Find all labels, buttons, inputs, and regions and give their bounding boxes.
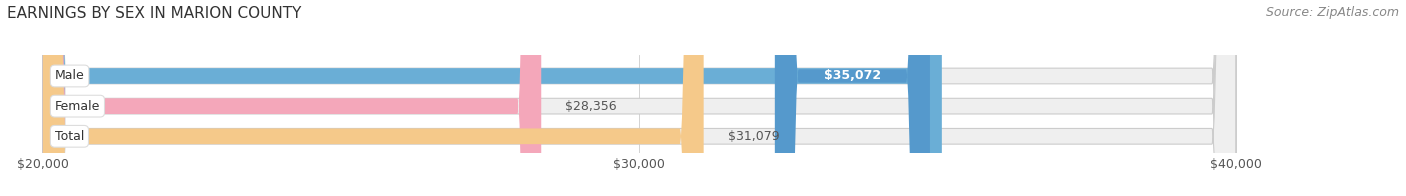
FancyBboxPatch shape [42,0,1236,196]
Text: $31,079: $31,079 [727,130,779,143]
FancyBboxPatch shape [42,0,1236,196]
FancyBboxPatch shape [42,0,942,196]
Text: $28,356: $28,356 [565,100,617,113]
FancyBboxPatch shape [42,0,541,196]
FancyBboxPatch shape [775,0,929,196]
FancyBboxPatch shape [42,0,1236,196]
Text: Male: Male [55,70,84,83]
Text: $35,072: $35,072 [824,70,882,83]
Text: EARNINGS BY SEX IN MARION COUNTY: EARNINGS BY SEX IN MARION COUNTY [7,6,301,21]
FancyBboxPatch shape [42,0,703,196]
Text: Source: ZipAtlas.com: Source: ZipAtlas.com [1265,6,1399,19]
Text: Female: Female [55,100,100,113]
Text: Total: Total [55,130,84,143]
